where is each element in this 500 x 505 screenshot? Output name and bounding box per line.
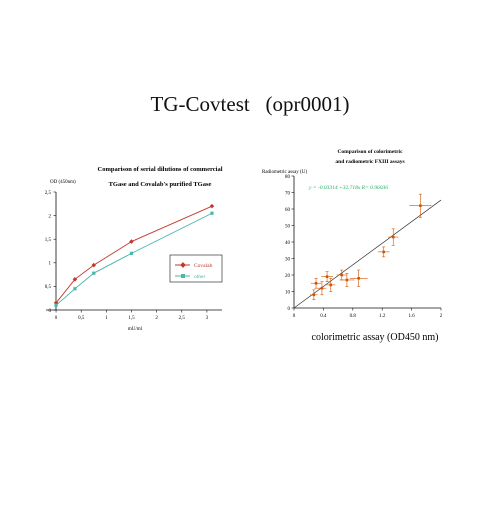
right-data-point <box>377 246 390 258</box>
left-point-other <box>73 287 77 291</box>
right-data-point <box>310 289 318 301</box>
legend-marker-other <box>181 274 185 278</box>
left-chart-x-axis-label: mU/ml <box>128 327 143 332</box>
right-chart-equation: y = -0.03314 +32.718x R= 0.96036 <box>308 184 388 191</box>
left-x-tick-label: 1,5 <box>128 316 135 321</box>
right-chart: Comparison of colorimetric and radiometr… <box>262 149 443 343</box>
left-chart-legend: Covalab other <box>169 254 223 283</box>
right-data-point <box>317 281 327 296</box>
point-marker <box>345 278 349 282</box>
right-chart-title-line-1: Comparison of colorimetric <box>337 149 403 155</box>
point-marker <box>312 293 316 297</box>
right-data-point <box>336 269 347 281</box>
left-point-other <box>92 271 96 275</box>
legend-label-covalab: Covalab <box>194 263 213 269</box>
right-y-tick-label: 0 <box>288 307 291 312</box>
right-data-point <box>339 273 355 287</box>
left-x-tick-label: 0,5 <box>78 316 85 321</box>
left-y-tick-label: 1 <box>49 262 52 267</box>
right-y-tick-label: 50 <box>285 224 291 229</box>
left-point-covalab <box>209 203 215 209</box>
left-x-tick-label: 1 <box>105 316 108 321</box>
right-y-tick-label: 40 <box>285 241 291 246</box>
left-y-tick-label: 1,5 <box>45 238 52 243</box>
left-chart-title-line-1: Comparison of serial dilutions of commer… <box>98 166 223 173</box>
left-chart-y-axis-label: OD (450nm) <box>50 180 76 185</box>
right-y-tick-label: 20 <box>285 274 291 279</box>
right-x-tick-label: 1.6 <box>408 314 415 319</box>
left-y-tick-label: 0,5 <box>45 285 52 290</box>
right-chart-title-line-2: and radiometric FXIII assays <box>335 159 404 165</box>
right-x-tick-label: 0 <box>293 314 296 319</box>
point-marker <box>314 281 318 285</box>
left-series-line-covalab <box>55 205 213 304</box>
point-marker <box>329 283 333 287</box>
legend-label-other: other <box>194 274 205 280</box>
point-marker <box>382 250 385 254</box>
point-marker <box>357 277 360 280</box>
left-point-other <box>210 211 214 215</box>
point-marker <box>391 235 395 239</box>
left-x-tick-label: 2 <box>155 316 158 321</box>
legend-box <box>169 254 223 283</box>
left-y-tick-label: 0 <box>49 309 52 314</box>
page-title: TG-Covtest (opr0001) <box>150 92 350 116</box>
left-x-tick-label: 3 <box>206 316 209 321</box>
point-marker <box>340 273 344 277</box>
left-x-tick-label: 0 <box>55 316 58 321</box>
right-data-point <box>409 193 432 218</box>
right-data-point <box>326 277 336 292</box>
right-x-tick-label: 2 <box>440 314 443 319</box>
right-chart-y-axis-label: Radiometric assay (U) <box>262 170 307 175</box>
left-chart: Comparison of serial dilutions of commer… <box>45 166 223 332</box>
right-data-point <box>321 271 333 282</box>
right-data-point <box>310 277 322 289</box>
left-point-covalab <box>129 239 134 244</box>
left-point-other <box>129 251 134 255</box>
right-y-tick-label: 80 <box>285 175 291 180</box>
right-y-tick-label: 70 <box>285 191 291 196</box>
left-point-covalab <box>91 262 97 268</box>
right-x-tick-label: 0.8 <box>350 314 357 319</box>
point-marker <box>419 204 422 207</box>
left-y-tick-label: 2,5 <box>45 191 52 196</box>
right-chart-x-axis-label: colorimetric assay (OD450 nm) <box>312 332 439 343</box>
left-chart-title-line-2: TGase and Covalab's purified TGase <box>109 181 212 188</box>
right-data-point <box>349 269 368 287</box>
right-y-tick-label: 30 <box>285 257 291 262</box>
right-x-tick-label: 1.2 <box>379 314 386 319</box>
point-marker <box>320 286 324 290</box>
point-marker <box>325 275 329 278</box>
right-y-tick-label: 60 <box>285 208 291 213</box>
legend-marker-covalab <box>180 262 186 268</box>
right-fit-line <box>293 199 442 309</box>
right-x-tick-label: 0.4 <box>320 314 327 319</box>
left-point-other <box>54 303 58 307</box>
left-y-tick-label: 2 <box>49 214 52 219</box>
left-x-tick-label: 2,5 <box>179 316 186 321</box>
right-data-point <box>388 228 399 246</box>
right-y-tick-label: 10 <box>285 290 291 295</box>
